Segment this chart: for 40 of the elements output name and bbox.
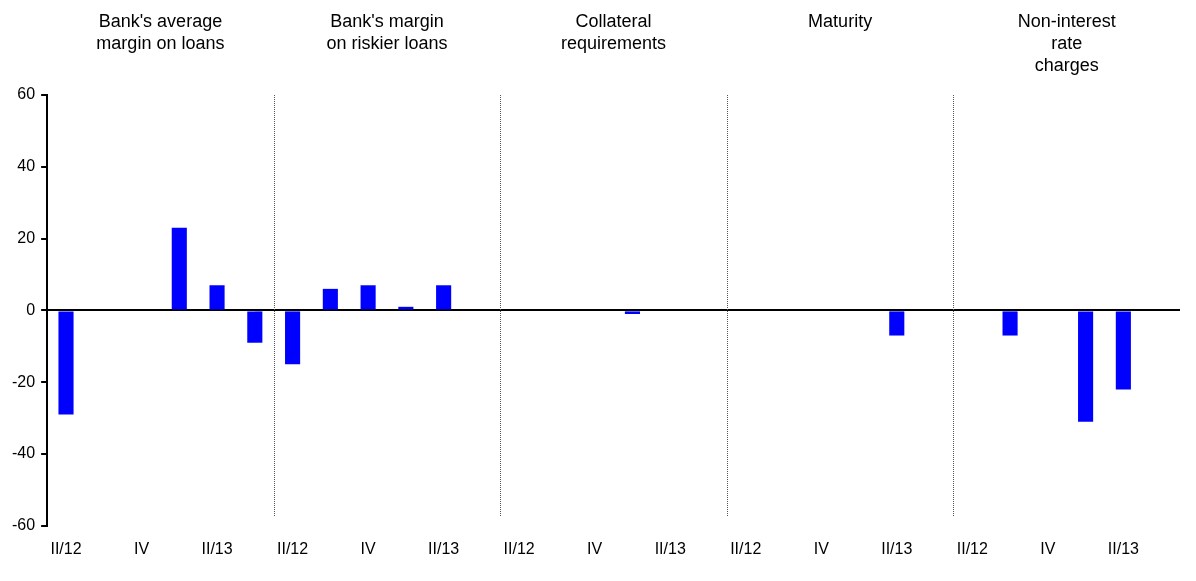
x-tick-label: IV xyxy=(587,539,603,557)
x-tick-label: II/12 xyxy=(277,539,309,557)
bar xyxy=(624,311,640,314)
x-tick-label: IV xyxy=(133,539,150,557)
y-tick-label: 20 xyxy=(17,229,36,247)
x-tick-label: IV xyxy=(1040,539,1056,557)
x-tick-label: II/13 xyxy=(654,539,686,557)
y-tick-label: 60 xyxy=(17,85,36,103)
y-tick-label: 0 xyxy=(26,300,36,318)
bar xyxy=(360,285,376,310)
bar xyxy=(171,227,187,310)
x-tick-label: II/12 xyxy=(956,539,988,557)
x-tick-label: II/13 xyxy=(1107,539,1140,557)
bar xyxy=(1078,311,1094,422)
text: Maturity xyxy=(808,10,873,32)
y-tick-label: -60 xyxy=(12,516,36,534)
x-tick-label: II/12 xyxy=(503,539,535,557)
x-tick-label: II/12 xyxy=(730,539,762,557)
bar xyxy=(285,311,301,365)
text: Bank's average margin on loans xyxy=(96,10,225,54)
y-tick-label: -40 xyxy=(12,444,36,462)
text: Non-interest rate charges xyxy=(1016,10,1117,76)
bar xyxy=(1002,311,1018,336)
text: Collateral requirements xyxy=(561,10,667,54)
bar xyxy=(1115,311,1131,390)
y-tick-label: -20 xyxy=(12,372,36,390)
bar xyxy=(58,311,74,415)
x-tick-label: II/13 xyxy=(428,539,460,557)
x-tick-label: IV xyxy=(813,539,830,557)
x-tick-label: IV xyxy=(360,539,376,557)
bar xyxy=(209,285,225,310)
bar xyxy=(247,311,263,343)
bar xyxy=(889,311,905,336)
bar xyxy=(436,285,452,310)
text: Bank's margin on riskier loans xyxy=(326,10,448,54)
y-tick-label: 40 xyxy=(17,157,36,175)
x-tick-label: II/13 xyxy=(201,539,233,557)
x-tick-label: II/13 xyxy=(881,539,913,557)
bar xyxy=(322,288,338,310)
x-tick-label: II/12 xyxy=(50,539,82,557)
